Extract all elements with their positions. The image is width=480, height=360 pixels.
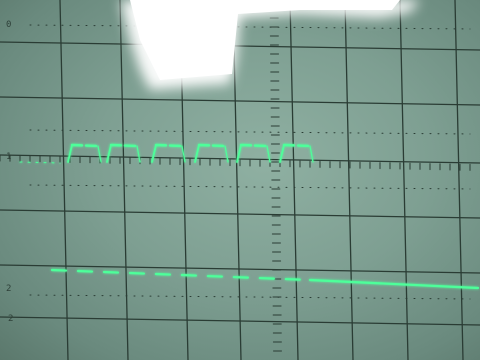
pulse-high-segment <box>282 143 312 148</box>
grid-dotted-line <box>29 24 471 30</box>
screen-glare <box>120 0 420 90</box>
grid-vertical-line <box>289 0 299 360</box>
pulse-falling-edge <box>181 145 186 163</box>
grid-vertical-line <box>399 0 409 360</box>
grid-vertical-line <box>119 0 129 360</box>
pulse-falling-edge <box>309 145 314 163</box>
channel1-pulse-trace <box>19 143 314 164</box>
pulse-high-segment <box>154 143 184 148</box>
grid-horizontal-line <box>0 316 480 326</box>
pulse-rising-edge <box>67 144 73 163</box>
grid-horizontal-line <box>0 41 480 51</box>
grid-dotted-line <box>29 129 471 135</box>
grid-horizontal-line <box>0 209 480 219</box>
pulse-high-segment <box>239 143 269 148</box>
grid-dotted-line <box>29 184 471 190</box>
pulse-falling-edge <box>97 145 102 163</box>
grid-vertical-line <box>59 0 69 360</box>
left-marker-low: 2 <box>8 314 14 324</box>
grid-dotted-line <box>29 294 471 300</box>
channel2-flat-trace <box>50 268 480 290</box>
pulse-falling-edge <box>224 145 229 163</box>
grid-horizontal-line <box>0 96 480 106</box>
pulse-rising-edge <box>279 144 285 163</box>
pulse-high-segment <box>109 143 139 148</box>
pulse-rising-edge <box>106 144 112 163</box>
left-marker-ch1: 1 <box>6 152 12 162</box>
pulse-baseline <box>19 161 61 164</box>
pulse-rising-edge <box>194 144 200 163</box>
pulse-high-segment <box>70 143 100 148</box>
pulse-falling-edge <box>136 145 141 163</box>
pulse-rising-edge <box>151 144 157 163</box>
flat-trace-solid <box>308 278 480 290</box>
grid-vertical-line <box>344 0 354 360</box>
flat-trace-dashed <box>50 268 312 282</box>
left-marker-ch2: 2 <box>6 284 12 294</box>
pulse-falling-edge <box>266 145 271 163</box>
pulse-rising-edge <box>236 144 242 163</box>
left-marker-top: 0 <box>6 20 12 30</box>
pulse-high-segment <box>197 143 227 148</box>
grid-horizontal-line <box>0 264 480 274</box>
grid-vertical-line <box>454 0 464 360</box>
